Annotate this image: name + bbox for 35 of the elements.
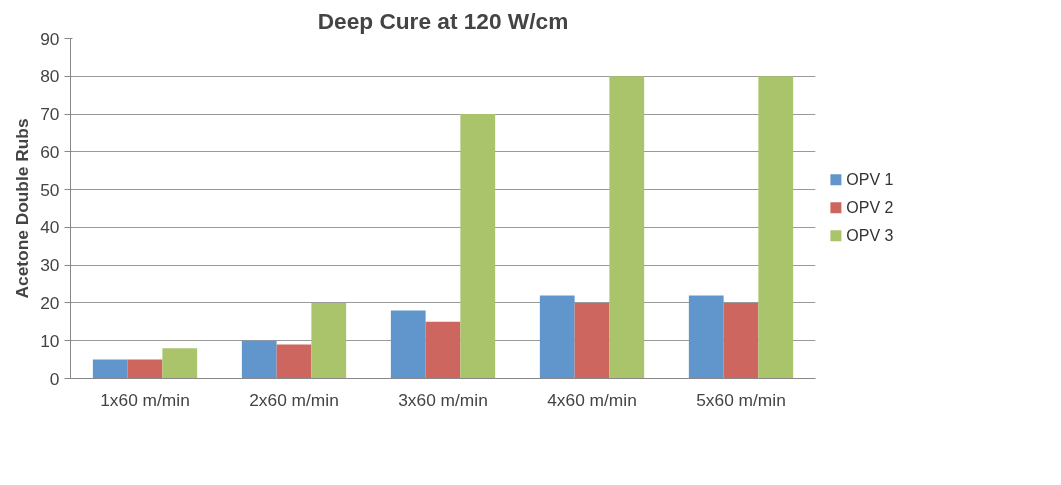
chart-title: Deep Cure at 120 W/cm [317,7,569,34]
y-tick-label: 30 [40,255,60,276]
y-tick-label: 80 [40,66,60,87]
bar [539,295,575,379]
bar [723,302,759,379]
bar [162,348,198,379]
bar [758,76,794,379]
y-tick-label: 50 [40,179,60,200]
bar [127,359,163,379]
bar [276,344,312,379]
legend-label: OPV 2 [846,199,894,217]
y-tick-label: 60 [40,141,60,162]
legend-label: OPV 3 [846,227,894,245]
y-tick-label: 0 [49,368,60,389]
bar [92,359,128,379]
y-tick-label: 40 [40,217,60,238]
x-tick-label: 5x60 m/min [696,389,786,410]
bar [425,321,461,379]
bar [688,295,724,379]
x-tick-label: 1x60 m/min [100,389,190,410]
legend-label: OPV 1 [846,171,894,189]
x-tick-label: 2x60 m/min [249,389,339,410]
y-tick-label: 10 [40,330,60,351]
y-tick-label: 20 [40,292,60,313]
y-tick-label: 90 [40,28,60,49]
bar [311,302,347,379]
y-axis-title: Acetone Double Rubs [12,118,33,299]
bar [460,114,496,379]
bar [574,302,610,379]
x-tick-label: 4x60 m/min [547,389,637,410]
bar [609,76,645,379]
x-tick-label: 3x60 m/min [398,389,488,410]
bar [390,310,426,379]
bar [241,340,277,379]
y-tick-label: 70 [40,104,60,125]
